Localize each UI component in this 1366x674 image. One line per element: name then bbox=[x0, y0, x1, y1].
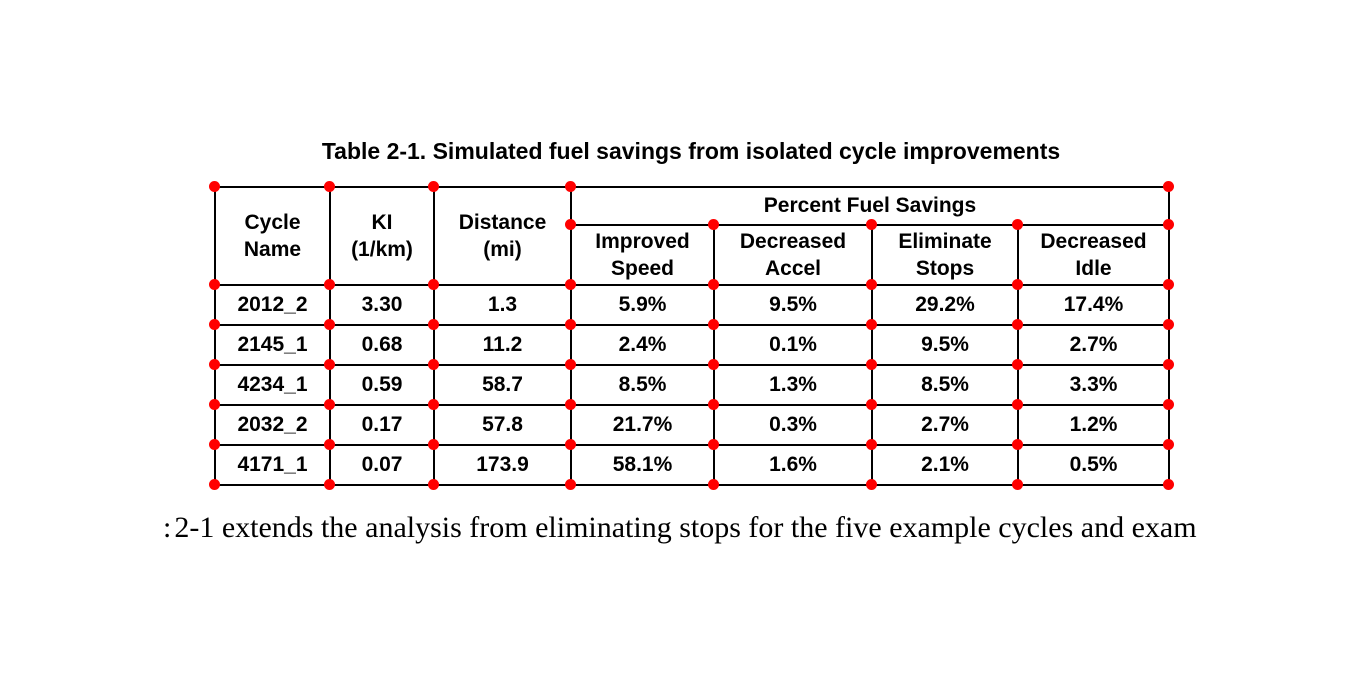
cell-improved-speed: 8.5% bbox=[570, 364, 715, 406]
col-header-cycle-name: Cycle Name bbox=[214, 186, 331, 286]
cell-improved-speed: 2.4% bbox=[570, 324, 715, 366]
cell-distance: 58.7 bbox=[433, 364, 572, 406]
col-header-ki: KI (1/km) bbox=[329, 186, 435, 286]
cell-cycle-name: 4234_1 bbox=[214, 364, 331, 406]
cell-decreased-accel: 9.5% bbox=[713, 284, 873, 326]
cell-cycle-name: 2032_2 bbox=[214, 404, 331, 446]
table-row: 4234_1 0.59 58.7 8.5% 1.3% 8.5% 3.3% bbox=[214, 364, 1170, 406]
cell-distance: 57.8 bbox=[433, 404, 572, 446]
cell-decreased-accel: 1.6% bbox=[713, 444, 873, 486]
sub-header-decreased-idle: Decreased Idle bbox=[1017, 224, 1170, 286]
table-row: 4171_1 0.07 173.9 58.1% 1.6% 2.1% 0.5% bbox=[214, 444, 1170, 486]
cell-cycle-name: 2145_1 bbox=[214, 324, 331, 366]
cell-improved-speed: 21.7% bbox=[570, 404, 715, 446]
table-row: 2032_2 0.17 57.8 21.7% 0.3% 2.7% 1.2% bbox=[214, 404, 1170, 446]
cell-eliminate-stops: 29.2% bbox=[871, 284, 1019, 326]
cell-eliminate-stops: 9.5% bbox=[871, 324, 1019, 366]
cell-decreased-accel: 0.1% bbox=[713, 324, 873, 366]
cell-ki: 3.30 bbox=[329, 284, 435, 326]
cell-cycle-name: 4171_1 bbox=[214, 444, 331, 486]
group-header-percent-fuel-savings: Percent Fuel Savings bbox=[570, 186, 1170, 226]
table-row: 2012_2 3.30 1.3 5.9% 9.5% 29.2% 17.4% bbox=[214, 284, 1170, 326]
cell-decreased-idle: 3.3% bbox=[1017, 364, 1170, 406]
cell-ki: 0.59 bbox=[329, 364, 435, 406]
sub-header-decreased-accel: Decreased Accel bbox=[713, 224, 873, 286]
cell-ki: 0.17 bbox=[329, 404, 435, 446]
cell-ki: 0.07 bbox=[329, 444, 435, 486]
body-text-line: :2-1 extends the analysis from eliminati… bbox=[163, 511, 1197, 545]
cell-eliminate-stops: 2.7% bbox=[871, 404, 1019, 446]
cell-cycle-name: 2012_2 bbox=[214, 284, 331, 326]
cell-decreased-accel: 1.3% bbox=[713, 364, 873, 406]
cell-decreased-idle: 17.4% bbox=[1017, 284, 1170, 326]
cell-decreased-idle: 1.2% bbox=[1017, 404, 1170, 446]
table-row: 2145_1 0.68 11.2 2.4% 0.1% 9.5% 2.7% bbox=[214, 324, 1170, 366]
cell-ki: 0.68 bbox=[329, 324, 435, 366]
table-caption: Table 2-1. Simulated fuel savings from i… bbox=[321, 138, 1061, 164]
sub-header-improved-speed: Improved Speed bbox=[570, 224, 715, 286]
cell-distance: 173.9 bbox=[433, 444, 572, 486]
cell-distance: 11.2 bbox=[433, 324, 572, 366]
cell-decreased-idle: 2.7% bbox=[1017, 324, 1170, 366]
cell-distance: 1.3 bbox=[433, 284, 572, 326]
cell-improved-speed: 5.9% bbox=[570, 284, 715, 326]
cell-eliminate-stops: 2.1% bbox=[871, 444, 1019, 486]
sub-header-eliminate-stops: Eliminate Stops bbox=[871, 224, 1019, 286]
cell-decreased-idle: 0.5% bbox=[1017, 444, 1170, 486]
fuel-savings-table: Cycle Name KI (1/km) Distance (mi) Perce… bbox=[214, 186, 1170, 486]
col-header-distance: Distance (mi) bbox=[433, 186, 572, 286]
cell-improved-speed: 58.1% bbox=[570, 444, 715, 486]
body-text-sentence: 2-1 extends the analysis from eliminatin… bbox=[174, 511, 1197, 544]
cell-decreased-accel: 0.3% bbox=[713, 404, 873, 446]
clipped-text-fragment: : bbox=[163, 511, 171, 544]
cell-eliminate-stops: 8.5% bbox=[871, 364, 1019, 406]
